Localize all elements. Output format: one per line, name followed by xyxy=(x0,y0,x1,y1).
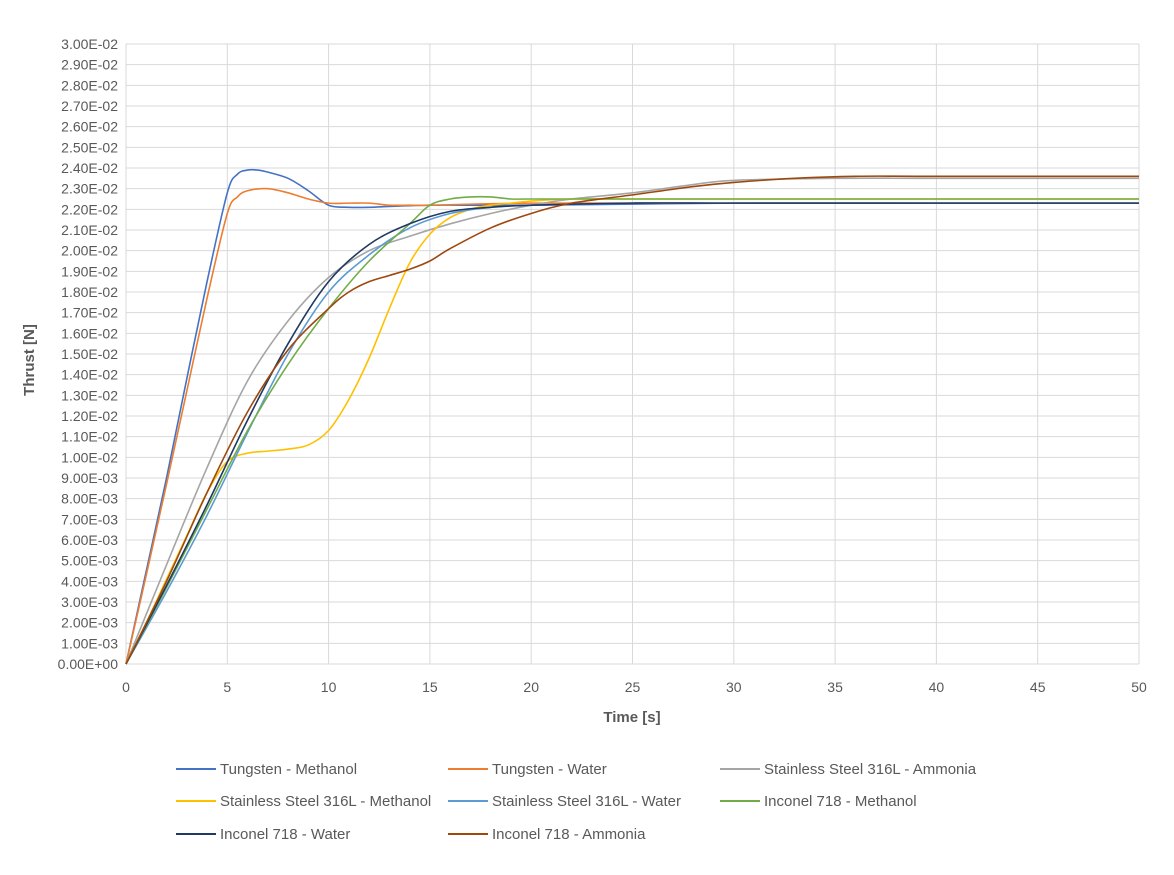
legend-item-tungsten-methanol: Tungsten - Methanol xyxy=(176,761,357,778)
series-line-inconel-718-methanol xyxy=(125,195,1139,665)
y-tick-label: 2.20E-02 xyxy=(61,201,118,217)
y-tick-label: 2.00E-03 xyxy=(61,615,118,631)
y-tick-label: 1.60E-02 xyxy=(61,325,118,341)
y-tick-label: 2.70E-02 xyxy=(61,98,118,114)
x-tick-label: 45 xyxy=(1030,679,1046,695)
y-tick-label: 2.50E-02 xyxy=(61,139,118,155)
legend-label: Stainless Steel 316L - Ammonia xyxy=(764,761,977,778)
legend: Tungsten - Methanol Tungsten - Water Stain… xyxy=(176,761,977,843)
legend-label: Inconel 718 - Methanol xyxy=(764,793,917,810)
y-tick-label: 7.00E-03 xyxy=(61,511,118,527)
x-axis-title: Time [s] xyxy=(603,709,660,726)
y-tick-label: 8.00E-03 xyxy=(61,491,118,507)
y-tick-label: 1.90E-02 xyxy=(61,263,118,279)
legend-item-tungsten-water: Tungsten - Water xyxy=(448,761,607,778)
y-tick-label: 2.10E-02 xyxy=(61,222,118,238)
legend-item-inconel-718-ammonia: Inconel 718 - Ammonia xyxy=(448,826,646,843)
x-tick-label: 40 xyxy=(929,679,945,695)
x-tick-label: 5 xyxy=(223,679,231,695)
legend-label: Tungsten - Methanol xyxy=(220,761,357,778)
y-tick-label: 2.80E-02 xyxy=(61,77,118,93)
x-tick-label: 10 xyxy=(321,679,337,695)
legend-label: Tungsten - Water xyxy=(492,761,607,778)
y-tick-label: 1.00E-03 xyxy=(61,635,118,651)
y-tick-label: 2.60E-02 xyxy=(61,119,118,135)
x-tick-label: 20 xyxy=(523,679,539,695)
legend-label: Stainless Steel 316L - Methanol xyxy=(220,793,431,810)
x-tick-label: 0 xyxy=(122,679,130,695)
x-tick-label: 35 xyxy=(827,679,843,695)
y-tick-label: 2.00E-02 xyxy=(61,243,118,259)
y-tick-label: 1.40E-02 xyxy=(61,367,118,383)
series-line-stainless-steel-316l-ammonia xyxy=(125,177,1140,665)
y-tick-label: 3.00E-02 xyxy=(61,36,118,52)
x-tick-label: 25 xyxy=(625,679,641,695)
y-tick-label: 0.00E+00 xyxy=(58,656,119,672)
y-tick-label: 1.70E-02 xyxy=(61,305,118,321)
y-tick-label: 1.80E-02 xyxy=(61,284,118,300)
y-tick-label: 1.10E-02 xyxy=(61,429,118,445)
y-tick-label: 4.00E-03 xyxy=(61,573,118,589)
series-lines xyxy=(125,168,1140,665)
y-tick-label: 1.00E-02 xyxy=(61,449,118,465)
y-tick-label: 1.20E-02 xyxy=(61,408,118,424)
x-tick-label: 15 xyxy=(422,679,438,695)
series-line-inconel-718-ammonia xyxy=(125,175,1139,665)
legend-item-inconel-718-methanol: Inconel 718 - Methanol xyxy=(720,793,917,810)
legend-item-stainless-steel-316l-water: Stainless Steel 316L - Water xyxy=(448,793,681,810)
y-tick-label: 9.00E-03 xyxy=(61,470,118,486)
series-line-inconel-718-water xyxy=(125,202,1139,665)
legend-label: Stainless Steel 316L - Water xyxy=(492,793,681,810)
y-axis-ticks: 0.00E+00 1.00E-03 2.00E-03 3.00E-03 4.00E-03… xyxy=(58,36,119,672)
x-tick-label: 30 xyxy=(726,679,742,695)
y-tick-label: 1.50E-02 xyxy=(61,346,118,362)
y-tick-label: 3.00E-03 xyxy=(61,594,118,610)
y-tick-label: 1.30E-02 xyxy=(61,387,118,403)
legend-label: Inconel 718 - Water xyxy=(220,826,350,843)
y-tick-label: 2.30E-02 xyxy=(61,181,118,197)
legend-item-stainless-steel-316l-methanol: Stainless Steel 316L - Methanol xyxy=(176,793,431,810)
legend-item-inconel-718-water: Inconel 718 - Water xyxy=(176,826,350,843)
grid xyxy=(125,43,1140,665)
x-axis-ticks: 0 5 10 15 20 25 30 35 40 45 50 xyxy=(122,679,1147,695)
legend-label: Inconel 718 - Ammonia xyxy=(492,826,646,843)
x-tick-label: 50 xyxy=(1131,679,1147,695)
y-tick-label: 2.40E-02 xyxy=(61,160,118,176)
y-tick-label: 6.00E-03 xyxy=(61,532,118,548)
legend-item-stainless-steel-316l-ammonia: Stainless Steel 316L - Ammonia xyxy=(720,761,977,778)
y-tick-label: 5.00E-03 xyxy=(61,553,118,569)
y-tick-label: 2.90E-02 xyxy=(61,57,118,73)
y-axis-title: Thrust [N] xyxy=(21,324,38,396)
